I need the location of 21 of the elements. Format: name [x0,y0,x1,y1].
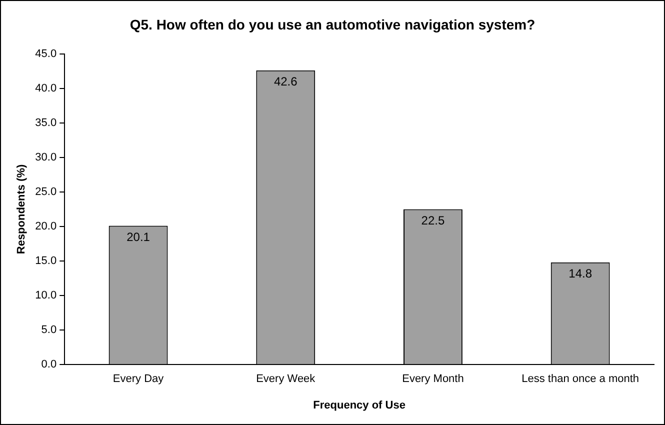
x-axis-title: Frequency of Use [313,399,406,412]
y-tick-label: 0.0 [41,358,57,371]
x-tick-label: Every Day [112,373,164,386]
y-tick-label: 5.0 [41,324,57,336]
x-tick-label: Every Month [402,373,464,386]
y-tick-label: 40.0 [35,82,57,94]
chart-title: Q5. How often do you use an automotive navigation system? [130,16,536,32]
data-label: 14.8 [568,266,592,281]
y-tick-label: 45.0 [35,48,57,60]
y-tick-label: 30.0 [35,151,57,164]
x-tick-label: Less than once a month [522,373,640,386]
y-tick-label: 10.0 [35,290,57,302]
x-tick-label: Every Week [256,373,316,386]
y-tick-label: 20.0 [35,220,57,232]
y-tick-label: 35.0 [35,116,57,129]
data-label: 22.5 [421,214,445,228]
y-axis-title: Respondents (%) [16,164,28,254]
y-tick-label: 25.0 [35,186,57,198]
y-tick-label: 15.0 [35,255,57,268]
data-label: 42.6 [274,74,298,89]
data-label: 20.1 [126,230,150,244]
